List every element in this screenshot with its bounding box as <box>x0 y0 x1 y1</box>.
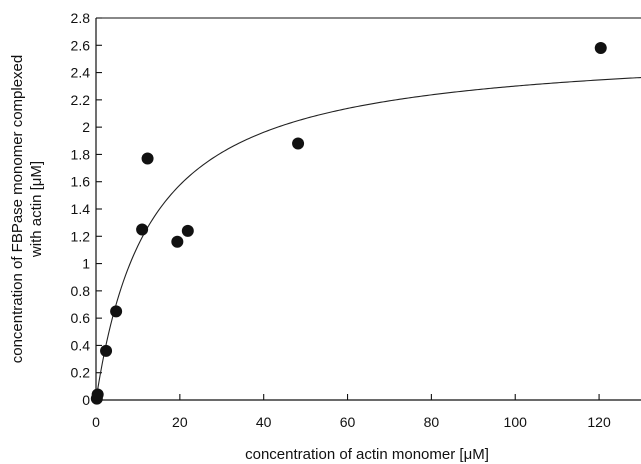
x-tick-label: 60 <box>340 414 356 430</box>
data-point <box>100 344 113 357</box>
y-tick-label: 2.8 <box>71 10 91 26</box>
y-ticks: 0 0.2 0.4 0.6 0.8 1 1.2 1.4 1.6 1.8 2 2.2 2.4 2.6 2.8 <box>71 10 102 408</box>
y-axis-title: concentration of FBPase monomer complexe… <box>9 55 45 364</box>
data-point <box>594 42 607 55</box>
y-tick-label: 1.2 <box>71 228 91 244</box>
y-tick-label: 1.6 <box>71 174 91 190</box>
y-tick-label: 0.6 <box>71 310 91 326</box>
y-axis-title-line-1: concentration of FBPase monomer complexe… <box>9 55 26 364</box>
y-tick-label: 1.4 <box>71 201 91 217</box>
y-tick-label: 1.8 <box>71 146 91 162</box>
x-tick-label: 40 <box>256 414 272 430</box>
x-tick-label: 100 <box>504 414 528 430</box>
data-point <box>136 223 149 236</box>
y-tick-label: 0.4 <box>71 337 91 353</box>
x-tick-label: 20 <box>172 414 188 430</box>
y-tick-label: 2.6 <box>71 37 91 53</box>
y-tick-label: 2 <box>82 119 90 135</box>
x-tick-label: 80 <box>424 414 440 430</box>
axes-frame <box>95 17 641 401</box>
data-point <box>91 388 104 401</box>
x-axis-title: concentration of actin monomer [μM] <box>245 446 489 463</box>
data-point <box>181 224 194 237</box>
fit-curve <box>95 76 641 401</box>
y-tick-label: 0.8 <box>71 283 91 299</box>
y-tick-label: 1 <box>82 256 90 272</box>
y-tick-label: 0.2 <box>71 365 91 381</box>
y-tick-label: 2.2 <box>71 92 91 108</box>
y-tick-label: 0 <box>82 392 90 408</box>
x-ticks: 0 20 40 60 80 100 120 <box>92 394 611 430</box>
data-point <box>141 152 154 165</box>
y-axis-title-line-2: with actin [μM] <box>28 161 45 258</box>
data-points <box>90 42 607 405</box>
data-point <box>110 305 123 318</box>
x-tick-label: 0 <box>92 414 100 430</box>
data-point <box>292 137 305 150</box>
y-tick-label: 2.4 <box>71 65 91 81</box>
data-point <box>171 235 184 248</box>
x-tick-label: 120 <box>587 414 611 430</box>
